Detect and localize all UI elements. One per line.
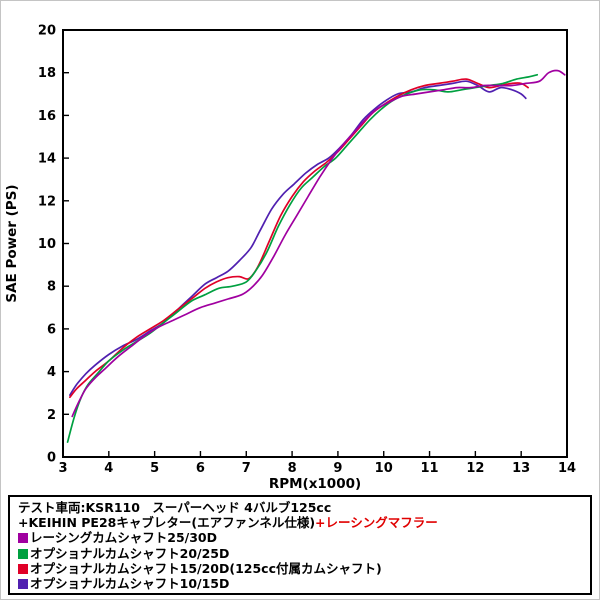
series-swatch-magenta — [18, 533, 28, 544]
legend-box: テスト車両:KSR110 スーパーヘッド 4バルブ125cc +KEIHIN P… — [8, 495, 592, 596]
x-tick-label: 3 — [58, 461, 67, 476]
plot-border — [62, 29, 568, 458]
legend-item-optional-cam-20-25: オプショナルカムシャフト20/25D — [18, 546, 582, 561]
legend-item-racing-cam: レーシングカムシャフト25/30D — [18, 530, 582, 545]
legend-setup-black: +KEIHIN PE28キャブレター(エアファンネル仕様) — [18, 515, 316, 531]
y-tick-label: 14 — [38, 152, 56, 167]
y-tick-label: 18 — [38, 66, 56, 81]
y-tick-label: 16 — [38, 109, 56, 124]
series-swatch-green — [18, 548, 28, 559]
legend-setup: +KEIHIN PE28キャブレター(エアファンネル仕様)+レーシングマフラー — [18, 515, 582, 530]
legend-item-label: レーシングカムシャフト25/30D — [30, 530, 217, 546]
x-tick-label: 12 — [466, 461, 484, 476]
x-tick-label: 6 — [196, 461, 205, 476]
y-axis-title: SAE Power (PS) — [4, 184, 20, 302]
y-tick-label: 0 — [47, 451, 56, 466]
legend-item-optional-cam-15-20: オプショナルカムシャフト15/20D(125cc付属カムシャフト) — [18, 561, 582, 576]
y-tick-label: 4 — [47, 365, 56, 380]
y-tick-label: 8 — [47, 280, 56, 295]
x-axis-title: RPM(x1000) — [269, 476, 361, 492]
legend-item-label: オプショナルカムシャフト10/15D — [30, 576, 230, 592]
series-swatch-red — [18, 563, 28, 574]
series-line-1 — [66, 73, 539, 443]
legend-setup-red: +レーシングマフラー — [315, 515, 438, 531]
power-curve-chart: 3 4 5 6 7 8 9 10 11 12 13 14 0 2 4 6 8 10 12 14 16 18 20 RPM(x1… — [4, 24, 576, 493]
x-tick-label: 5 — [150, 461, 159, 476]
y-tick-label: 12 — [38, 194, 56, 209]
legend-item-optional-cam-10-15: オプショナルカムシャフト10/15D — [18, 576, 582, 591]
y-tick-label: 10 — [38, 237, 56, 252]
y-tick-label: 6 — [47, 322, 56, 337]
y-tick-label: 2 — [47, 408, 56, 423]
series-line-3 — [69, 80, 527, 396]
x-tick-label: 14 — [558, 461, 576, 476]
series-line-2 — [69, 78, 529, 399]
x-tick-label: 9 — [333, 461, 342, 476]
legend-item-label: オプショナルカムシャフト20/25D — [30, 545, 230, 561]
series-swatch-violet — [18, 579, 28, 590]
x-tick-label: 7 — [242, 461, 251, 476]
series-line-0 — [71, 69, 566, 418]
x-tick-label: 13 — [512, 461, 530, 476]
x-tick-label: 4 — [104, 461, 113, 476]
legend-test-vehicle: テスト車両:KSR110 スーパーヘッド 4バルブ125cc — [18, 500, 332, 515]
y-tick-label: 20 — [38, 24, 56, 39]
legend-item-label: オプショナルカムシャフト15/20D(125cc付属カムシャフト) — [30, 560, 382, 576]
x-tick-label: 8 — [288, 461, 297, 476]
x-tick-label: 11 — [420, 461, 438, 476]
x-tick-label: 10 — [375, 461, 393, 476]
